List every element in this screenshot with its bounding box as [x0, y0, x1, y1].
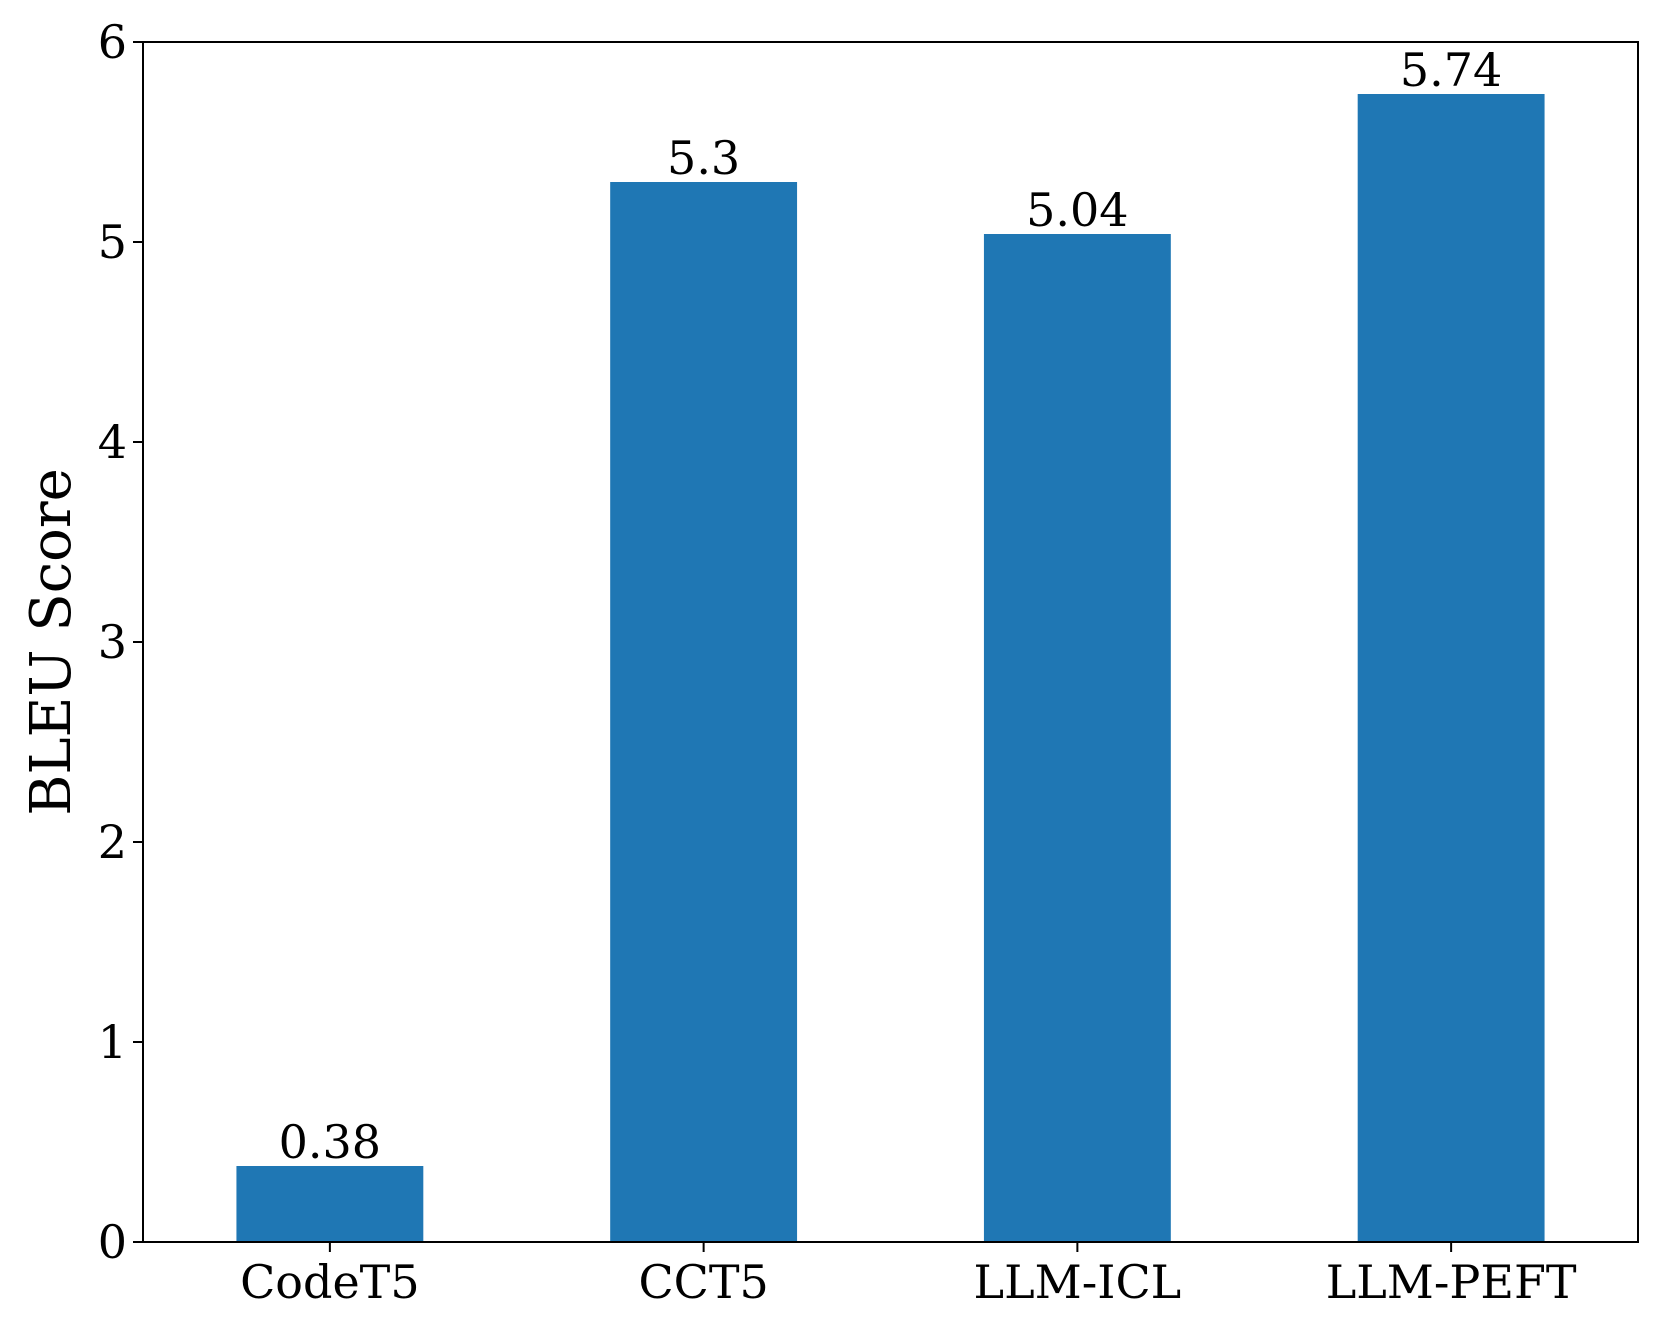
y-tick-label: 0 [98, 1215, 127, 1269]
bar-value-label: 5.3 [667, 131, 740, 185]
y-axis-ticks: 0 1 2 3 4 5 6 [98, 15, 143, 1269]
y-tick-label: 5 [98, 215, 127, 269]
bar-cct5 [610, 182, 798, 1242]
bar-value-labels: 0.38 5.3 5.04 5.74 [279, 43, 1503, 1169]
bar-llm-icl [983, 234, 1171, 1242]
x-tick-label: LLM-PEFT [1326, 1255, 1577, 1309]
bars-group [236, 94, 1545, 1242]
bar-codet5 [236, 1166, 424, 1242]
x-tick-label: CCT5 [638, 1255, 768, 1309]
bar-llm-peft [1357, 94, 1545, 1242]
y-tick-label: 6 [98, 15, 127, 69]
bar-value-label: 5.74 [1400, 43, 1502, 97]
y-tick-label: 4 [98, 415, 127, 469]
bar-value-label: 5.04 [1026, 183, 1128, 237]
bar-value-label: 0.38 [279, 1115, 381, 1169]
y-tick-label: 2 [98, 815, 127, 869]
x-tick-label: CodeT5 [240, 1255, 420, 1309]
x-axis-ticks: CodeT5 CCT5 LLM-ICL LLM-PEFT [240, 1242, 1577, 1309]
y-tick-label: 1 [98, 1015, 127, 1069]
y-axis-label: BLEU Score [19, 468, 84, 816]
y-tick-label: 3 [98, 615, 127, 669]
x-tick-label: LLM-ICL [974, 1255, 1182, 1309]
